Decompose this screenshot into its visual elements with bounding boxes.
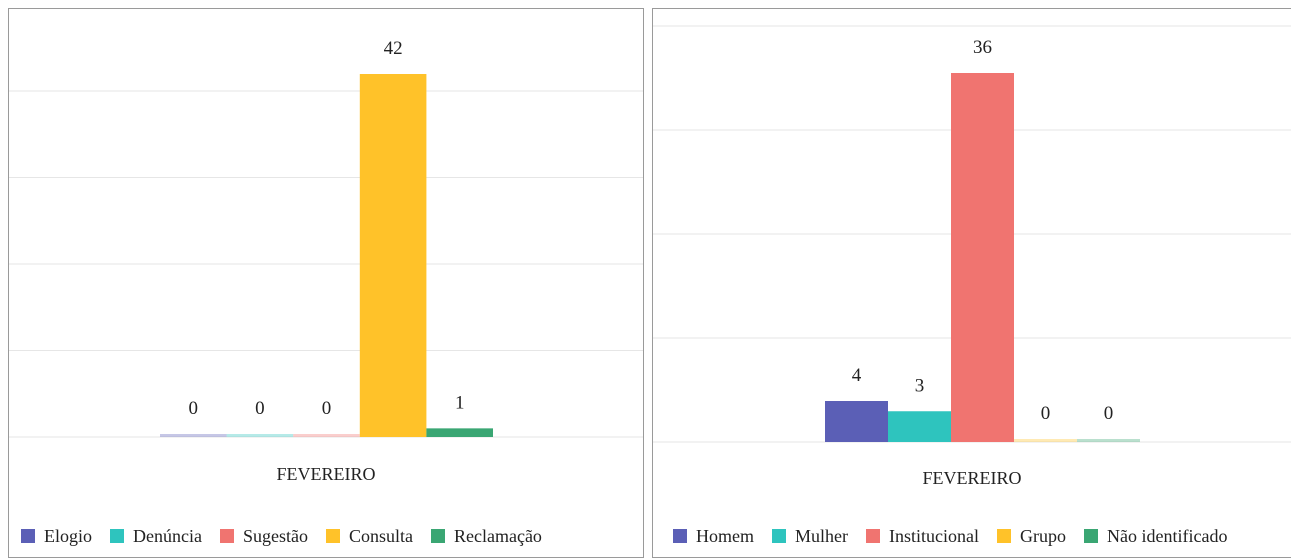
legend-item-denuncia: Denúncia: [110, 526, 202, 547]
legend-label: Homem: [696, 525, 754, 546]
data-label-homem: 4: [852, 365, 862, 386]
legend-swatch: [673, 529, 687, 543]
legend-item-elogio: Elogio: [21, 526, 92, 547]
legend-swatch: [110, 529, 124, 543]
legend-item-nao-identificado: Não identificado: [1083, 525, 1228, 547]
legend-item-reclamacao: Reclamação: [430, 525, 542, 547]
category-label: FEVEREIRO: [276, 464, 376, 484]
data-label-nao-identificado: 0: [1104, 403, 1114, 424]
bar-grupo: [1014, 439, 1077, 442]
bar-elogio: [160, 434, 227, 437]
category-label: FEVEREIRO: [922, 468, 1022, 488]
bar-homem: [825, 401, 888, 442]
legend-item-homem: Homem: [673, 526, 754, 547]
bar-denuncia: [226, 434, 294, 437]
bar-nao-identificado: [1077, 439, 1140, 442]
legend-label: Não identificado: [1106, 525, 1228, 546]
chart-left-legend: Elogio Denúncia Sugestão Consulta Reclamação: [9, 521, 643, 551]
legend-label: Denúncia: [133, 525, 202, 546]
legend-label: Reclamação: [453, 525, 542, 546]
legend-label: Institucional: [889, 525, 979, 546]
legend-label: Consulta: [348, 525, 413, 546]
data-label-mulher: 3: [915, 375, 925, 396]
legend-swatch: [866, 529, 880, 543]
legend-item-sugestao: Sugestão: [219, 525, 308, 547]
legend-swatch: [219, 529, 234, 543]
bar-reclamacao: [426, 428, 493, 437]
data-label-elogio: 0: [189, 398, 199, 419]
data-label-institucional: 36: [973, 37, 992, 58]
legend-swatch: [325, 529, 340, 543]
chart-panel-left: 0 0 0 42 1 FEVEREIRO Elogio Denúncia Sugestão C…: [8, 8, 644, 558]
legend-label: Grupo: [1019, 525, 1066, 546]
bar-institucional: [951, 73, 1014, 442]
data-label-sugestao: 0: [322, 398, 332, 419]
legend-swatch: [1083, 529, 1098, 543]
data-label-consulta: 42: [384, 38, 403, 59]
chart-right-plot: 4 3 36 0 0: [653, 25, 1291, 443]
chart-panel-right: 4 3 36 0 0 FEVEREIRO Homem Mulher Instituciona…: [652, 8, 1291, 558]
legend-item-institucional: Institucional: [866, 526, 979, 547]
bar-mulher: [888, 411, 951, 442]
legend-swatch: [772, 529, 786, 543]
data-label-denuncia: 0: [255, 398, 265, 419]
legend-swatch: [21, 529, 35, 543]
legend-item-mulher: Mulher: [772, 526, 848, 547]
legend-item-consulta: Consulta: [325, 525, 413, 547]
data-label-reclamacao: 1: [455, 392, 465, 413]
legend-item-grupo: Grupo: [996, 525, 1066, 547]
legend-swatch: [996, 529, 1011, 543]
legend-swatch: [430, 529, 445, 543]
bar-sugestao: [293, 434, 360, 437]
chart-left-plot: 0 0 0 42 1: [9, 38, 643, 438]
chart-right-legend: Homem Mulher Institucional Grupo Não identif…: [653, 521, 1291, 551]
legend-label: Elogio: [44, 525, 92, 546]
legend-label: Mulher: [795, 525, 848, 546]
bar-consulta: [359, 74, 427, 437]
data-label-grupo: 0: [1041, 403, 1051, 424]
legend-label: Sugestão: [242, 525, 308, 546]
